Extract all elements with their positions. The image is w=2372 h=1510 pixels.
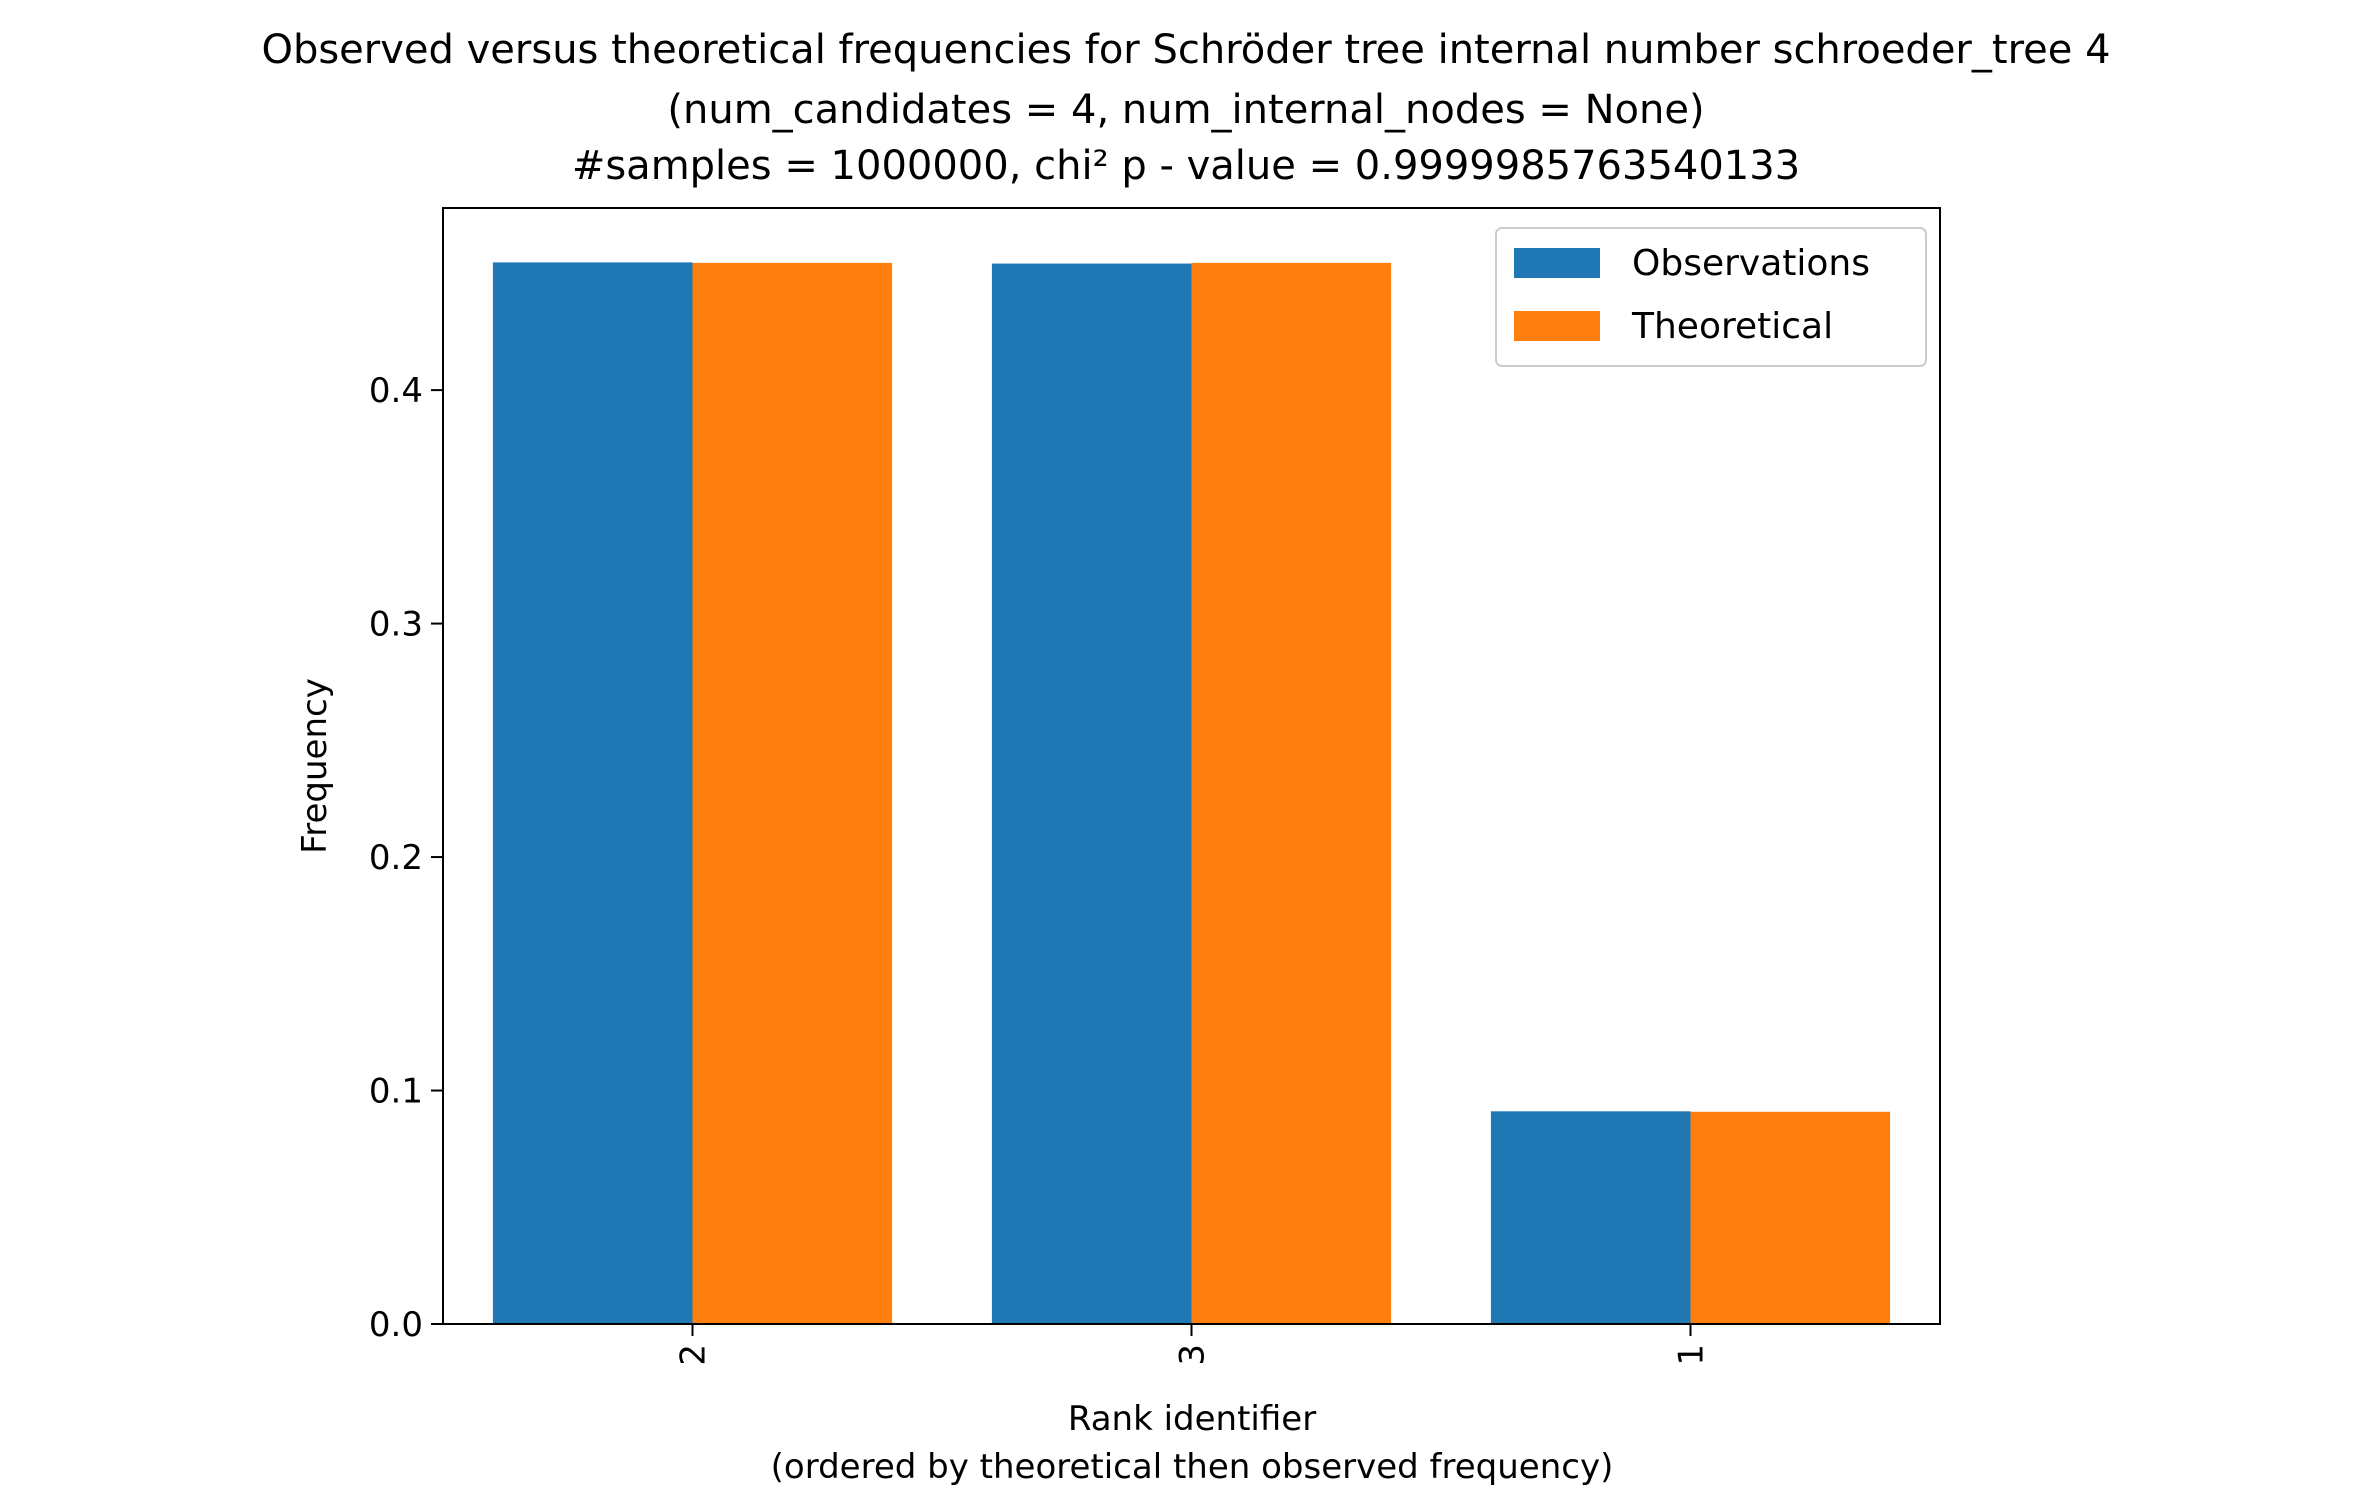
y-tick-label: 0.4 [369, 371, 423, 411]
bars-group [492, 262, 1891, 1325]
x-tick-label: 3 [1173, 1344, 1213, 1366]
y-tick-label: 0.0 [369, 1305, 423, 1345]
legend-box [1495, 227, 1927, 367]
bar-observations-2 [492, 262, 693, 1324]
bar-observations-1 [1490, 1111, 1691, 1324]
bar-theoretical-3 [1191, 262, 1392, 1325]
x-axis-label-line-2: (ordered by theoretical then observed fr… [771, 1447, 1614, 1487]
y-axis: 0.0 0.1 0.2 0.3 0.4 [369, 371, 443, 1345]
chart-title-line-2: (num_candidates = 4, num_internal_nodes … [667, 87, 1705, 133]
bar-theoretical-2 [692, 262, 893, 1325]
x-tick-label: 2 [674, 1344, 714, 1366]
chart-title-line-1: Observed versus theoretical frequencies … [261, 27, 2111, 73]
bar-observations-3 [991, 263, 1192, 1324]
x-tick-label: 1 [1672, 1344, 1712, 1366]
x-axis: 2 3 1 [674, 1324, 1712, 1366]
bar-theoretical-1 [1690, 1111, 1891, 1324]
legend-swatch-observations [1514, 248, 1600, 278]
legend-label-observations: Observations [1632, 243, 1870, 284]
y-tick-label: 0.3 [369, 605, 423, 645]
legend-swatch-theoretical [1514, 311, 1600, 341]
chart-title-line-3: #samples = 1000000, chi² p - value = 0.9… [571, 143, 1801, 189]
legend-label-theoretical: Theoretical [1631, 306, 1833, 347]
legend: Observations Theoretical [1495, 227, 1927, 367]
x-axis-label-line-1: Rank identifier [1068, 1399, 1316, 1439]
y-tick-label: 0.1 [369, 1072, 423, 1112]
y-axis-label: Frequency [295, 678, 335, 854]
y-tick-label: 0.2 [369, 838, 423, 878]
